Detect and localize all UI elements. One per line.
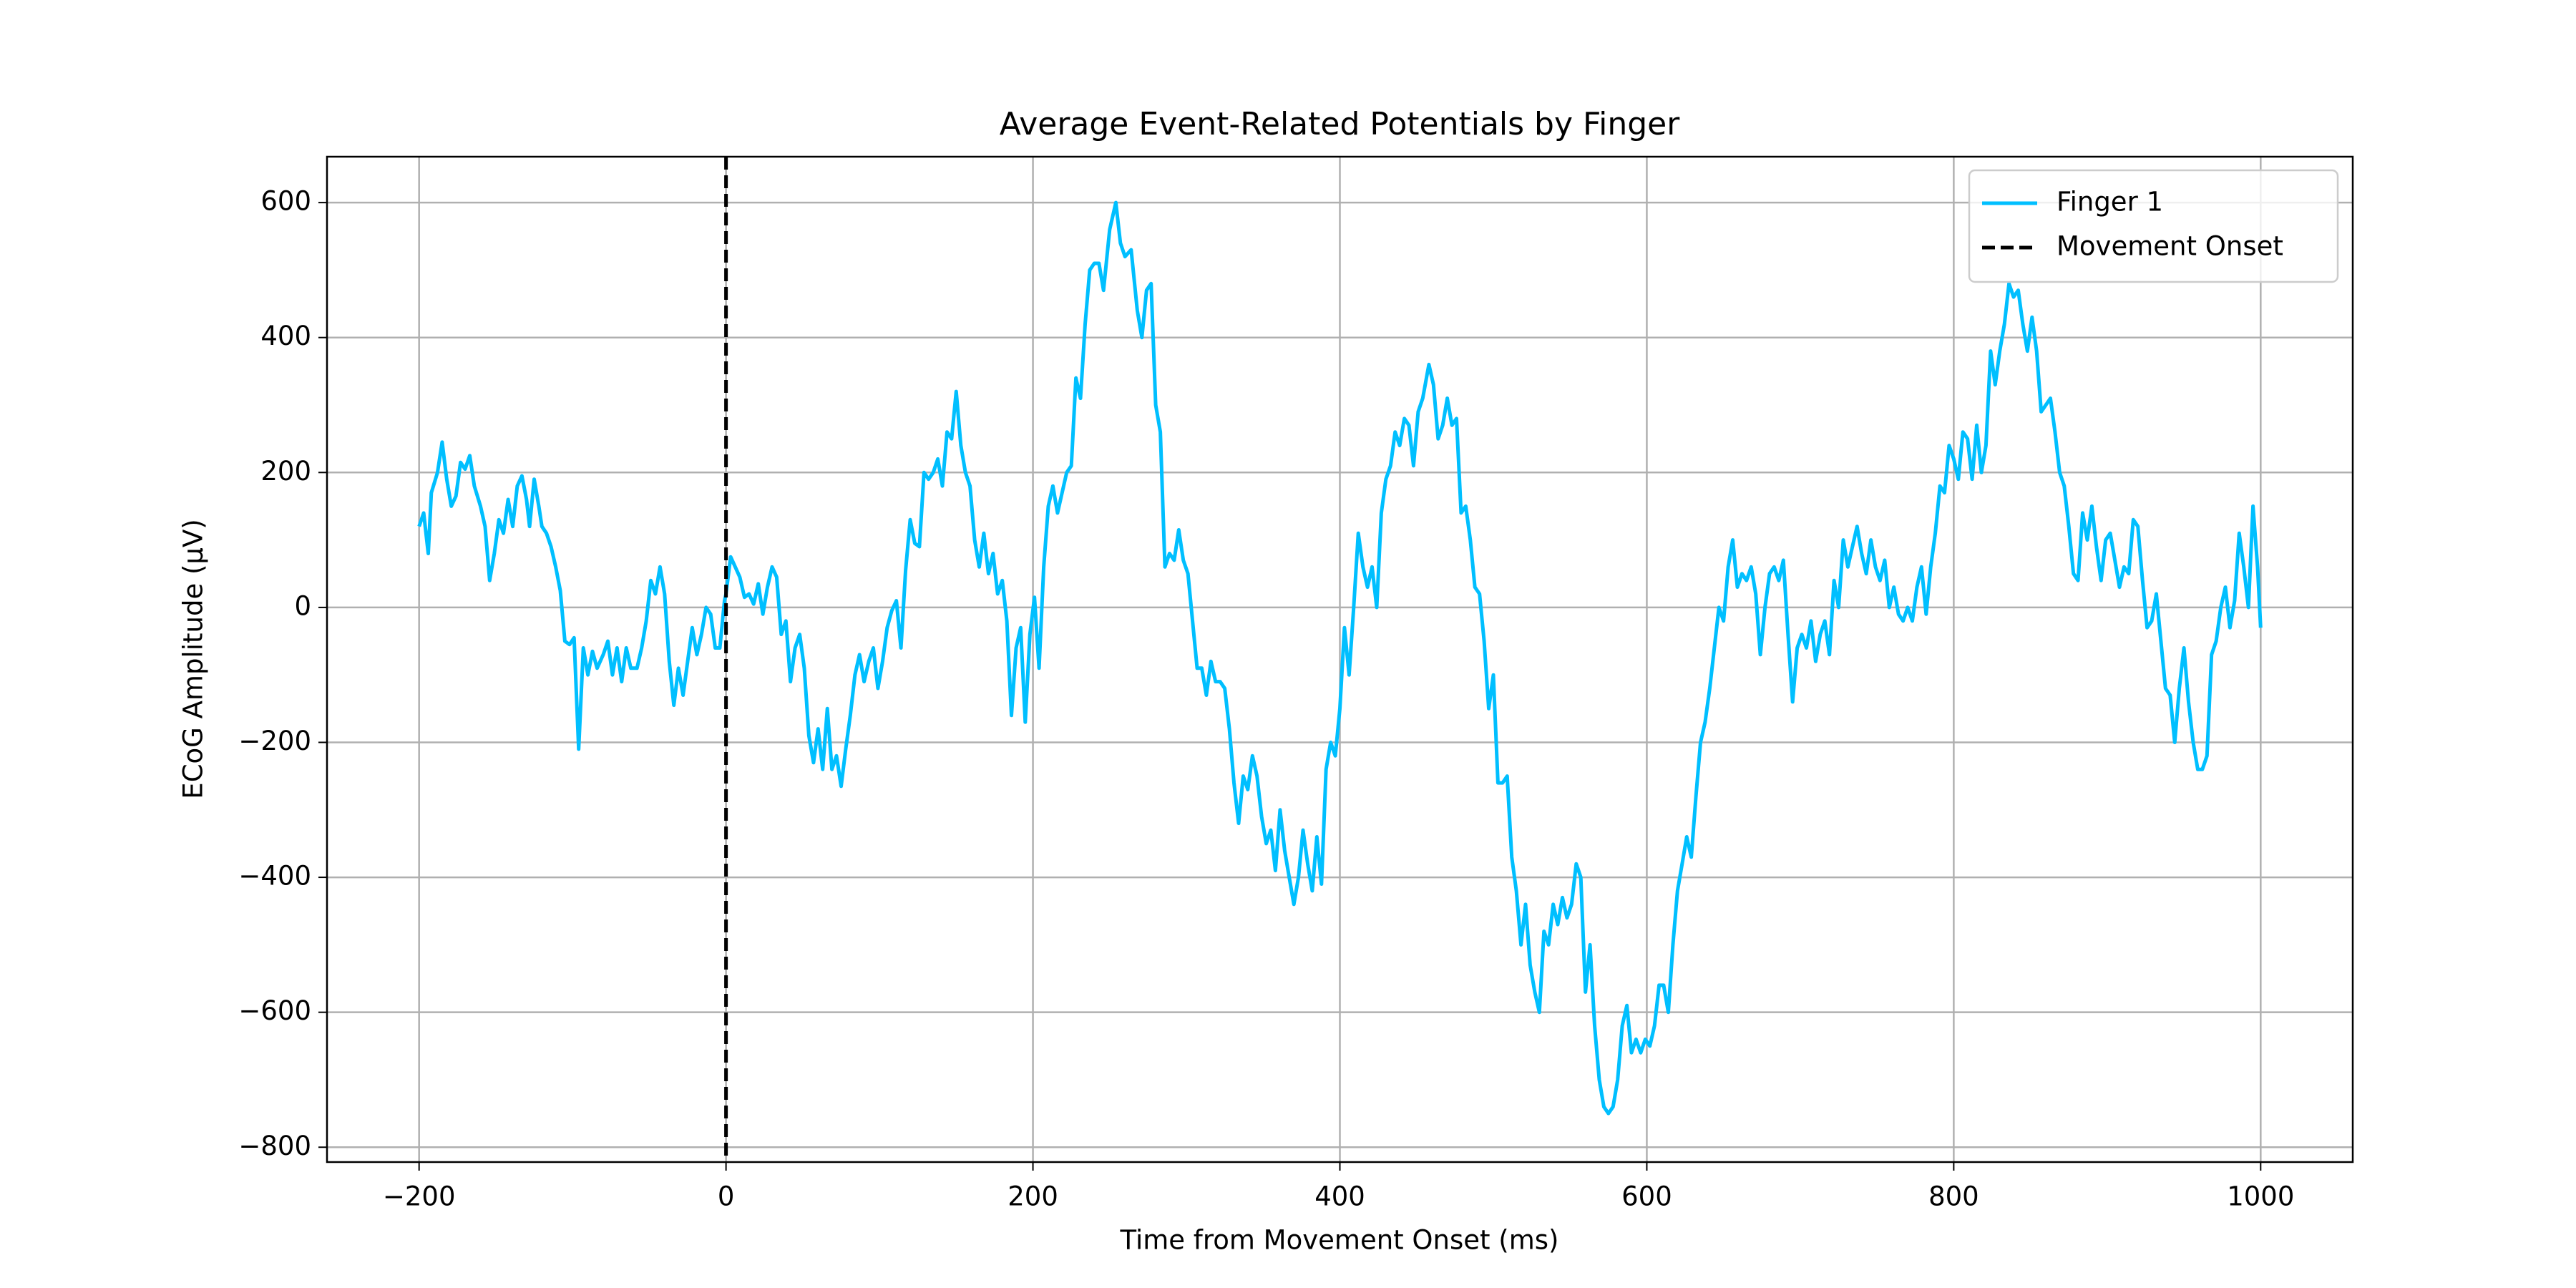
- y-tick-label: 600: [260, 186, 311, 217]
- x-tick-label: 400: [1314, 1181, 1365, 1212]
- x-tick-label: 200: [1008, 1181, 1058, 1212]
- x-axis-label: Time from Movement Onset (ms): [1120, 1225, 1559, 1256]
- y-tick-label: −200: [238, 726, 311, 756]
- legend-label: Movement Onset: [2057, 231, 2283, 262]
- plot-frame: [326, 155, 2354, 1163]
- legend-box: [1968, 169, 2339, 283]
- y-tick-label: −400: [238, 861, 311, 892]
- x-tick-label: 800: [1928, 1181, 1979, 1212]
- y-tick-label: 200: [260, 456, 311, 487]
- x-tick-label: −200: [383, 1181, 456, 1212]
- x-tick-label: 600: [1621, 1181, 1672, 1212]
- x-tick-label: 0: [718, 1181, 735, 1212]
- y-tick-label: −800: [238, 1131, 311, 1161]
- y-axis-label: ECoG Amplitude (µV): [178, 519, 209, 799]
- y-tick-label: 0: [294, 590, 311, 621]
- y-tick-label: −600: [238, 995, 311, 1026]
- legend-label: Finger 1: [2057, 187, 2163, 218]
- y-tick-label: 400: [260, 321, 311, 351]
- chart-title: Average Event-Related Potentials by Fing…: [1000, 106, 1681, 142]
- x-tick-label: 1000: [2227, 1181, 2294, 1212]
